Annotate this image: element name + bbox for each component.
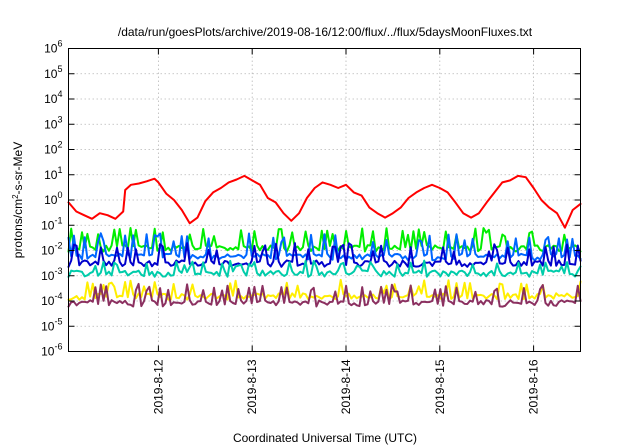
series-line-5 <box>67 259 582 278</box>
y-tick-label: 10-4 <box>41 291 62 308</box>
x-tick-label: 2019-8-16 <box>527 359 541 414</box>
x-tick-labels: 2019-8-12 2019-8-13 2019-8-14 2019-8-15 2019… <box>151 359 540 414</box>
y-tick-label: 10-3 <box>41 266 62 283</box>
y-axis-label: protons/cm2-s-sr-MeV <box>11 142 26 258</box>
series-line-4 <box>67 242 582 268</box>
y-axis-label-sup: 2 <box>11 194 20 199</box>
x-tick-label: 2019-8-15 <box>433 359 447 414</box>
y-tick-label: 10-2 <box>41 241 62 258</box>
series-line-6 <box>67 278 582 301</box>
y-tick-label: 106 <box>44 39 62 56</box>
series-group <box>67 174 582 308</box>
y-tick-labels: 10-6 10-5 10-4 10-3 10-2 10-1 100 101 102 103 104 1… <box>41 39 62 359</box>
x-axis-label: Coordinated Universal Time (UTC) <box>233 431 417 445</box>
chart-title: /data/run/goesPlots/archive/2019-08-16/1… <box>118 25 533 39</box>
series-line-7 <box>67 282 582 308</box>
y-tick-label: 100 <box>44 190 62 207</box>
y-axis-label-prefix: protons/cm <box>11 199 25 258</box>
x-tick-label: 2019-8-12 <box>151 359 165 414</box>
y-axis-label-suffix: -s-sr-MeV <box>11 142 25 195</box>
y-tick-label: 10-6 <box>41 342 62 359</box>
y-tick-label: 102 <box>44 140 62 157</box>
series-line-1 <box>67 174 582 229</box>
y-tick-label: 10-1 <box>41 215 62 232</box>
x-tick-label: 2019-8-14 <box>339 359 353 414</box>
x-tick-label: 2019-8-13 <box>245 359 259 414</box>
y-tick-label: 103 <box>44 114 62 131</box>
y-tick-label: 104 <box>44 89 62 106</box>
y-tick-label: 105 <box>44 64 62 81</box>
y-tick-label: 10-5 <box>41 316 62 333</box>
axis-ticks <box>68 48 581 352</box>
y-tick-label: 101 <box>44 165 62 182</box>
series-line-3 <box>67 232 582 262</box>
